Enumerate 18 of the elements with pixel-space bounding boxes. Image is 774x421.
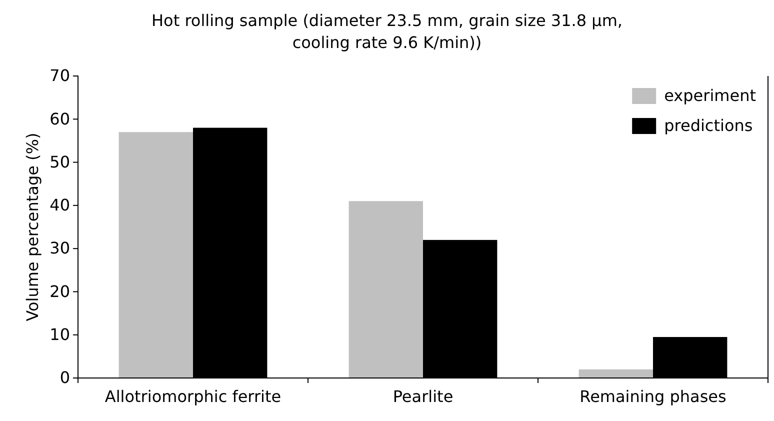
y-axis-title: Volume percentage (%)	[23, 132, 42, 322]
x-tick-label: Pearlite	[392, 386, 454, 406]
x-tick-label: Remaining phases	[580, 386, 726, 406]
y-tick-label: 0	[60, 368, 70, 388]
bar	[118, 132, 193, 378]
y-tick-label: 30	[50, 238, 70, 258]
legend-label: predictions	[664, 116, 753, 135]
x-tick-label: Allotriomorphic ferrite	[104, 386, 282, 406]
y-tick-label: 50	[50, 152, 70, 172]
bar	[578, 369, 653, 378]
y-tick-label: 10	[50, 324, 70, 344]
chart-title: Hot rolling sample (diameter 23.5 mm, grain size 31.8 µm, cooling rate 9.6 K/min))	[152, 11, 622, 52]
y-tick-label: 20	[50, 282, 70, 301]
bar	[348, 201, 423, 378]
y-tick-label: 70	[50, 66, 70, 86]
y-tick-label: 60	[50, 109, 70, 128]
legend-label: experiment	[664, 86, 756, 105]
y-tick-label: 40	[50, 196, 70, 215]
